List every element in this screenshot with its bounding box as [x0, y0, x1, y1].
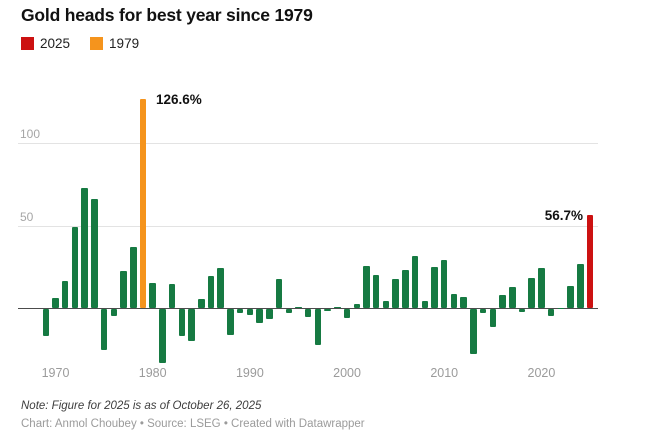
x-axis-label-2000: 2000	[333, 366, 361, 380]
bar-2025[interactable]	[586, 214, 594, 309]
bar-2016[interactable]	[499, 294, 506, 309]
bar-1977[interactable]	[120, 270, 127, 309]
bar-2012[interactable]	[460, 296, 467, 309]
bar-1999[interactable]	[334, 306, 341, 309]
bar-2018[interactable]	[518, 309, 526, 312]
bar-1984[interactable]	[188, 309, 195, 341]
credit-text: Chart: Anmol Choubey • Source: LSEG • Cr…	[21, 418, 365, 430]
bar-2005[interactable]	[392, 278, 399, 309]
legend-swatch-1979	[90, 37, 104, 50]
legend-label: 1979	[109, 36, 140, 51]
bar-2013[interactable]	[470, 309, 477, 355]
bar-1970[interactable]	[52, 297, 59, 309]
bar-2001[interactable]	[353, 304, 361, 309]
x-axis-baseline	[18, 307, 598, 309]
legend-label: 2025	[40, 36, 71, 51]
bar-2010[interactable]	[440, 260, 448, 309]
bar-1986[interactable]	[207, 276, 215, 309]
bar-2020[interactable]	[538, 267, 545, 309]
value-label-1979: 126.6%	[155, 92, 202, 108]
bar-1987[interactable]	[217, 267, 224, 309]
bar-1972[interactable]	[71, 226, 79, 309]
bar-2021[interactable]	[547, 309, 555, 317]
bar-1996[interactable]	[304, 309, 312, 317]
bar-1980[interactable]	[149, 283, 156, 309]
bar-2007[interactable]	[411, 255, 419, 309]
bar-1985[interactable]	[198, 298, 205, 309]
bar-1992[interactable]	[266, 309, 273, 319]
bar-1969[interactable]	[42, 309, 50, 336]
legend-item-1979: 1979	[90, 36, 139, 51]
bar-1975[interactable]	[100, 309, 108, 351]
bar-1981[interactable]	[159, 309, 166, 364]
note-text: Note: Figure for 2025 is as of October 2…	[21, 400, 262, 412]
gridline-100	[18, 143, 598, 145]
x-axis-label-1990: 1990	[235, 366, 264, 380]
bar-2011[interactable]	[450, 293, 458, 309]
bar-1990[interactable]	[246, 309, 254, 316]
bar-2017[interactable]	[509, 287, 516, 309]
bar-1988[interactable]	[227, 309, 234, 336]
bar-2019[interactable]	[528, 277, 535, 309]
y-axis-label-50: 50	[20, 209, 34, 224]
bar-1979[interactable]	[139, 99, 147, 309]
bar-1991[interactable]	[256, 309, 263, 324]
bar-2008[interactable]	[421, 301, 429, 309]
bar-1978[interactable]	[130, 247, 137, 309]
bar-1973[interactable]	[81, 187, 88, 309]
bar-2000[interactable]	[343, 309, 351, 319]
bar-2004[interactable]	[382, 300, 390, 309]
bar-1989[interactable]	[236, 309, 244, 313]
bar-1995[interactable]	[295, 306, 302, 309]
bar-1982[interactable]	[168, 283, 176, 309]
x-axis-label-1970: 1970	[41, 366, 70, 380]
bar-2009[interactable]	[431, 267, 438, 309]
legend-item-2025: 2025	[21, 36, 70, 51]
bar-1983[interactable]	[178, 309, 186, 337]
x-axis-label-1980: 1980	[138, 366, 167, 380]
bar-2022[interactable]	[557, 307, 565, 309]
bar-1974[interactable]	[91, 199, 98, 309]
bar-2006[interactable]	[402, 270, 409, 309]
x-axis-label-2020: 2020	[527, 366, 556, 380]
bar-1976[interactable]	[110, 309, 118, 317]
chart-title: Gold heads for best year since 1979	[21, 5, 313, 25]
bar-2003[interactable]	[372, 275, 380, 309]
bar-2014[interactable]	[479, 309, 487, 313]
bar-1998[interactable]	[324, 309, 331, 311]
y-axis-label-100: 100	[20, 127, 41, 142]
bar-2002[interactable]	[363, 266, 370, 309]
gridline-50	[18, 225, 598, 227]
value-label-2025: 56.7%	[544, 207, 584, 223]
bar-1971[interactable]	[61, 281, 69, 309]
bar-1993[interactable]	[275, 279, 283, 309]
bar-1994[interactable]	[285, 309, 292, 313]
bar-2015[interactable]	[489, 309, 497, 328]
legend: 2025 1979	[21, 36, 139, 51]
bar-2023[interactable]	[567, 285, 574, 309]
legend-swatch-2025	[21, 37, 34, 50]
bar-1997[interactable]	[314, 309, 322, 345]
x-axis-label-2010: 2010	[430, 366, 459, 380]
bar-2024[interactable]	[577, 264, 584, 309]
